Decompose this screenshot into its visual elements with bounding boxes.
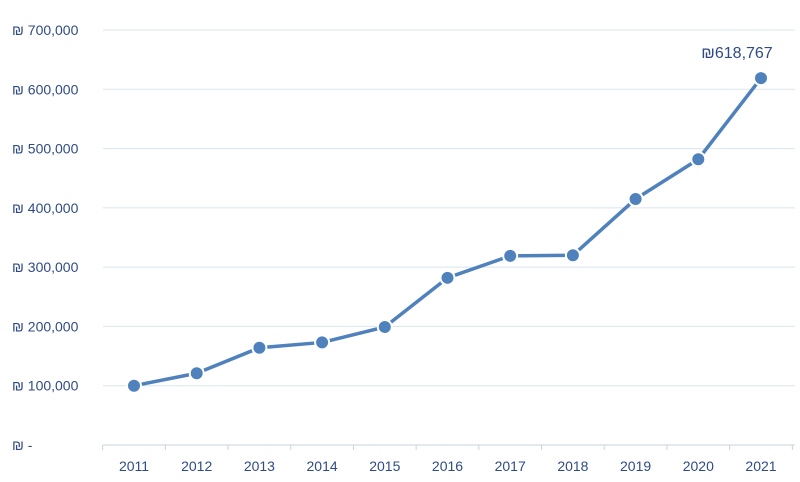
y-tick-label: ₪ 600,000 (12, 81, 79, 97)
x-tick-label: 2011 (119, 458, 149, 474)
data-point (753, 70, 769, 87)
y-axis: ₪ - ₪ 100,000 ₪ 200,000 ₪ 300,000 ₪ 400,000 ₪… (12, 22, 79, 453)
x-axis: 2011 2012 2013 2014 2015 2016 2017 2018 2019 2020… (102, 445, 793, 474)
x-tick-label: 2013 (244, 458, 275, 474)
data-point (564, 247, 581, 264)
series-line (132, 76, 763, 388)
data-point (627, 190, 644, 207)
y-tick-label: ₪ 200,000 (12, 318, 79, 334)
x-tick-label: 2018 (557, 458, 588, 474)
data-label: ₪618,767 (701, 45, 773, 62)
y-tick-label: ₪ 300,000 (12, 259, 79, 275)
data-labels: ₪618,767 (701, 45, 773, 62)
data-point (502, 247, 519, 264)
data-point (251, 339, 268, 356)
data-point (690, 151, 707, 168)
x-tick-label: 2014 (307, 458, 338, 474)
gridlines (103, 29, 795, 446)
x-tick-label: 2020 (683, 458, 714, 474)
y-tick-label: ₪ 100,000 (12, 378, 79, 394)
series (126, 70, 769, 394)
y-tick-label: ₪ 400,000 (12, 200, 79, 216)
x-tick-label: 2017 (495, 458, 526, 474)
y-tick-label: ₪ 700,000 (12, 22, 79, 38)
x-tick-label: 2012 (181, 458, 212, 474)
data-point (126, 377, 142, 394)
x-tick-label: 2021 (745, 458, 776, 474)
y-tick-label: ₪ 500,000 (12, 141, 79, 157)
data-point (439, 269, 456, 286)
data-point (376, 319, 393, 336)
x-tick-label: 2015 (369, 458, 400, 474)
y-tick-label: ₪ - (12, 437, 33, 453)
x-tick-label: 2019 (620, 458, 651, 474)
x-tick-label: 2016 (432, 458, 463, 474)
data-point (188, 365, 205, 382)
data-point (314, 334, 331, 351)
